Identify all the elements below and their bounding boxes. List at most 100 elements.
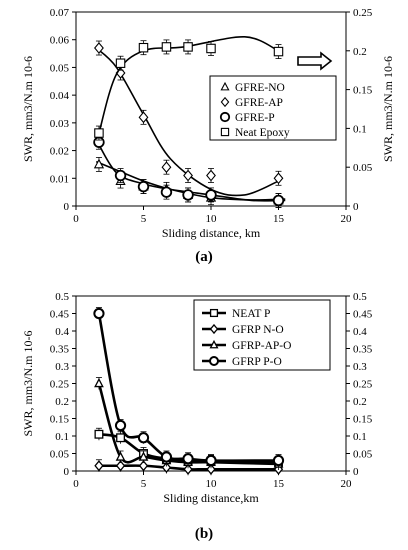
a-point-gfre-p [137, 180, 150, 193]
b-point-gfrp-p-o [137, 432, 150, 444]
a-point-gfre-p [272, 194, 285, 207]
b-point-gfrp-n-o [183, 463, 193, 475]
b-legend-label-neat-p: NEAT P [232, 308, 270, 320]
a-point-gfre-p [205, 189, 217, 201]
b-point-gfrp-n-o [115, 460, 126, 472]
b-y-tick-label: 0.3 [55, 361, 69, 373]
b-y-tick-label: 0.45 [50, 309, 70, 321]
b-y2-tick-label: 0.05 [353, 449, 373, 461]
a-legend-marker-gfre-p [219, 111, 231, 123]
b-point-gfrp-ap-o [138, 451, 149, 461]
a-point-neat-epoxy [94, 128, 104, 138]
a-point-gfre-ap [138, 111, 149, 124]
a-y2-tick-label: 0.1 [353, 123, 367, 135]
b-point-gfrp-n-o [138, 460, 149, 472]
a-point-gfre-ap [273, 172, 284, 185]
a-x-tick-label: 5 [141, 213, 147, 225]
a-x-tick-label: 20 [341, 213, 353, 225]
a-right-arrow-icon [297, 51, 333, 71]
b-point-gfrp-p-o [272, 454, 285, 467]
b-point-gfrp-n-o [161, 461, 172, 474]
a-legend: GFRE-NO GFRE-AP GFRE-P Neat Epoxy [209, 75, 337, 141]
b-point-gfrp-p-o [93, 307, 105, 320]
a-point-gfre-no [93, 158, 105, 169]
b-point-gfrp-n-o [206, 463, 216, 475]
b-x-tick-label: 0 [73, 478, 79, 490]
b-legend-marker-gfrp-n-o [209, 323, 219, 335]
a-legend-label-gfre-ap: GFRE-AP [235, 97, 283, 109]
b-legend-marker-gfrp-ap-o [209, 339, 219, 349]
b-line-gfrp-ap-o [97, 383, 279, 466]
a-point-gfre-ap [206, 169, 216, 182]
b-x-tick-label: 15 [273, 478, 285, 490]
b-y-tick-label: 0.05 [50, 449, 70, 461]
a-y-tick-label: 0.03 [50, 118, 70, 130]
a-x-tick-label: 15 [273, 213, 285, 225]
b-point-gfrp-p-o [182, 453, 194, 465]
a-series-gfre-p [93, 134, 286, 208]
a-point-neat-epoxy [115, 58, 126, 68]
a-y-axis-title: SWR, mm3/N.m 10-6 [21, 56, 35, 162]
b-y-tick-label: 0.4 [55, 326, 69, 338]
a-trend-line-neat-epoxy [98, 36, 279, 134]
b-y2-tick-label: 0.15 [353, 414, 373, 426]
a-y2-tick-label: 0.2 [353, 46, 367, 58]
a-y-tick-label: 0.07 [50, 7, 70, 19]
a-y2-tick-label: 0.15 [353, 85, 373, 97]
b-y2-tick-label: 0.2 [353, 396, 367, 408]
b-y2-tick-label: 0.5 [353, 291, 367, 303]
b-point-neat-p [94, 429, 104, 439]
a-legend-box [209, 75, 337, 141]
b-point-gfrp-ap-o [94, 377, 104, 388]
b-legend-label-gfrp-p-o: GFRP P-O [232, 356, 282, 368]
a-point-gfre-ap [94, 42, 104, 54]
b-y-tick-label: 0.2 [55, 396, 69, 408]
a-point-gfre-p [160, 186, 173, 198]
b-x-tick-label: 5 [141, 478, 147, 490]
panel-b-label: (b) [194, 526, 214, 542]
a-legend-label-gfre-no: GFRE-NO [235, 82, 285, 94]
a-y2-axis-title: SWR, mm3/N.m 10-6 [381, 56, 395, 162]
b-y2-tick-label: 0.45 [353, 309, 373, 321]
b-legend: NEAT P GFRP N-O GFRP-AP-O GFRP P-O [193, 299, 331, 371]
b-point-gfrp-p-o [205, 454, 217, 467]
b-y2-tick-label: 0.3 [353, 361, 367, 373]
b-point-gfrp-n-o [94, 460, 104, 472]
a-point-neat-epoxy [206, 43, 216, 54]
b-point-gfrp-ap-o [115, 451, 126, 461]
a-y2-tick-label: 0.25 [353, 7, 373, 19]
a-point-neat-epoxy [161, 42, 172, 52]
panel-b-frame: 0 5 10 15 2000.050.10.150.20.250.30.350.40.4… [21, 291, 373, 505]
a-y-tick-label: 0.05 [50, 62, 70, 74]
a-point-gfre-p [182, 189, 194, 201]
b-y2-tick-label: 0.4 [353, 326, 367, 338]
b-y2-tick-label: 0 [353, 466, 359, 478]
a-point-gfre-ap [183, 169, 193, 182]
a-y2-tick-label: 0 [353, 201, 359, 213]
b-legend-marker-gfrp-p-o [209, 356, 219, 366]
b-y-axis-title: SWR, mm3/N.m 10-6 [21, 330, 35, 436]
a-legend-label-gfre-p: GFRE-P [235, 112, 275, 124]
a-x-axis-title: Sliding distance, km [162, 226, 261, 240]
b-legend-marker-neat-p [209, 308, 219, 318]
b-legend-label-gfrp-n-o: GFRP N-O [232, 324, 284, 336]
a-y-tick-label: 0.02 [50, 146, 69, 158]
b-y-tick-label: 0.5 [55, 291, 69, 303]
a-point-neat-epoxy [138, 42, 149, 53]
b-point-gfrp-p-o [114, 419, 127, 432]
panel-a-frame: 0 5 10 15 2000.010.020.030.040.050.060.0700.… [21, 7, 395, 240]
b-point-gfrp-p-o [160, 451, 173, 463]
b-y-tick-label: 0 [64, 466, 70, 478]
a-x-tick-label: 0 [73, 213, 79, 225]
a-y-tick-label: 0.01 [50, 173, 69, 185]
a-point-neat-epoxy [273, 46, 284, 57]
b-y2-tick-label: 0.25 [353, 379, 373, 391]
a-series-neat-epoxy [94, 36, 284, 141]
b-y2-tick-label: 0.35 [353, 344, 373, 356]
b-x-tick-label: 10 [206, 478, 218, 490]
b-y-tick-label: 0.1 [55, 431, 69, 443]
panel-a-label: (a) [195, 249, 213, 265]
a-legend-marker-gfre-ap [220, 96, 230, 108]
